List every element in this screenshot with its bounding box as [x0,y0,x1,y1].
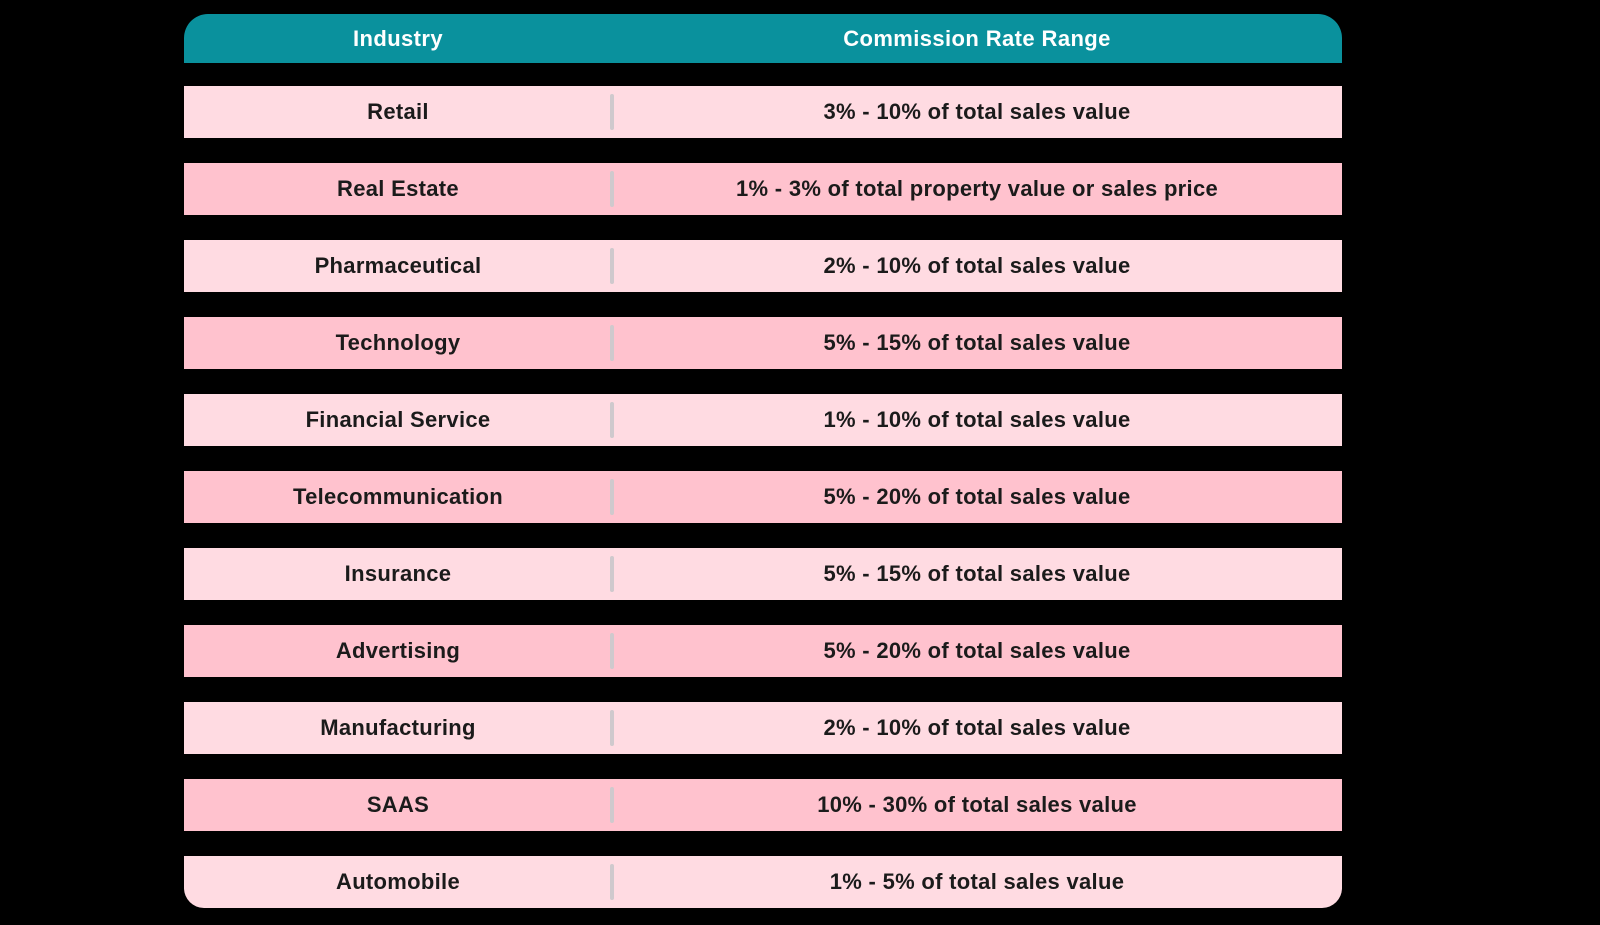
table-row: Pharmaceutical 2% - 10% of total sales va… [184,240,1342,292]
commission-rate-cell: 2% - 10% of total sales value [823,253,1131,278]
commission-rate-cell: 2% - 10% of total sales value [823,715,1131,740]
industry-cell: Automobile [336,869,460,894]
table-row: Real Estate 1% - 3% of total property val… [184,163,1342,215]
table-row: Manufacturing 2% - 10% of total sales val… [184,702,1342,754]
column-divider [610,710,614,746]
industry-cell: Real Estate [337,176,459,201]
commission-rate-table: Industry Commission Rate Range Retail 3% … [184,14,1342,908]
table-row: Automobile 1% - 5% of total sales value [184,856,1342,908]
commission-rate-cell: 1% - 3% of total property value or sales… [735,176,1219,201]
industry-cell: Financial Service [305,407,491,432]
industry-cell: Telecommunication [292,484,504,509]
commission-rate-cell: 5% - 15% of total sales value [823,561,1131,586]
industry-cell: Pharmaceutical [314,253,482,278]
column-divider [610,94,614,130]
table-row: Insurance 5% - 15% of total sales value [184,548,1342,600]
commission-rate-cell: 10% - 30% of total sales value [817,792,1137,817]
column-divider [610,325,614,361]
table-row: SAAS 10% - 30% of total sales value [184,779,1342,831]
column-divider [610,171,614,207]
industry-cell: Insurance [344,561,452,586]
column-divider [610,556,614,592]
industry-cell: Advertising [335,638,461,663]
column-divider [610,864,614,900]
industry-cell: Retail [367,99,429,124]
table-header-row: Industry Commission Rate Range [184,14,1342,63]
column-divider [610,787,614,823]
industry-cell: SAAS [366,792,430,817]
table-row: Technology 5% - 15% of total sales value [184,317,1342,369]
table-row: Telecommunication 5% - 20% of total sales… [184,471,1342,523]
column-divider [610,633,614,669]
commission-rate-cell: 5% - 15% of total sales value [823,330,1131,355]
industry-cell: Technology [335,330,461,355]
column-divider [610,479,614,515]
commission-rate-cell: 5% - 20% of total sales value [823,484,1131,509]
column-divider [610,248,614,284]
industry-cell: Manufacturing [320,715,476,740]
table-row: Retail 3% - 10% of total sales value [184,86,1342,138]
commission-rate-cell: 1% - 10% of total sales value [823,407,1131,432]
table-row: Advertising 5% - 20% of total sales value [184,625,1342,677]
header-cell-industry: Industry [353,25,443,51]
table-body: Retail 3% - 10% of total sales value Real … [184,86,1342,908]
table-row: Financial Service 1% - 10% of total sales… [184,394,1342,446]
commission-rate-cell: 3% - 10% of total sales value [823,99,1131,124]
header-cell-commission-rate-range: Commission Rate Range [843,25,1111,51]
commission-rate-cell: 5% - 20% of total sales value [823,638,1131,663]
commission-rate-cell: 1% - 5% of total sales value [829,869,1125,894]
column-divider [610,402,614,438]
